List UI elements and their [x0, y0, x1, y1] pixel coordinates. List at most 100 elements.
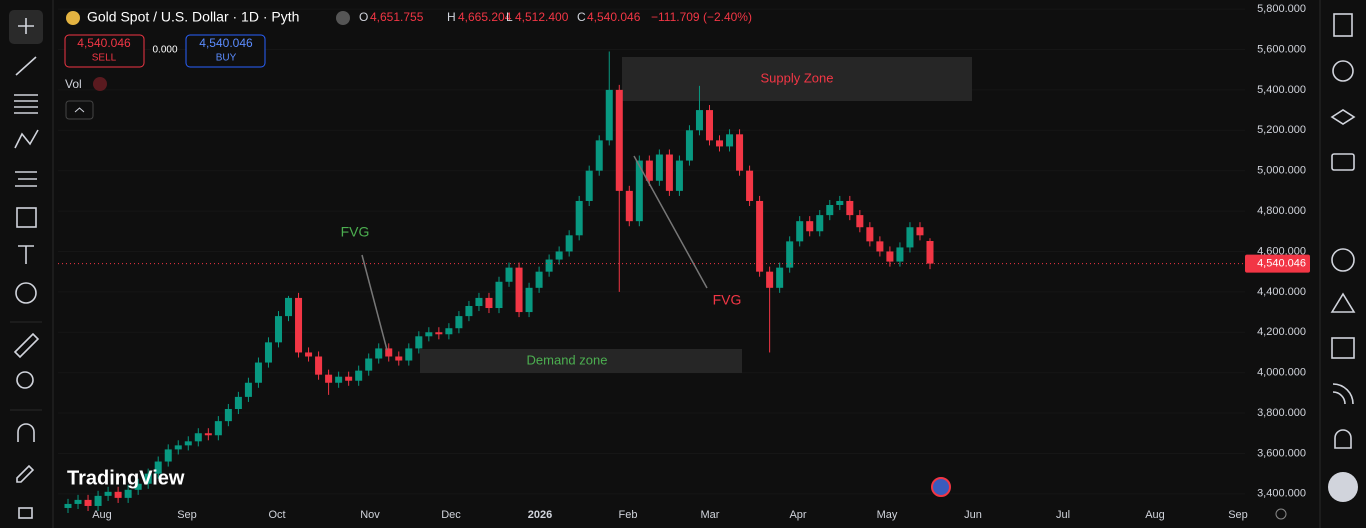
- last-price-box: [1245, 254, 1310, 273]
- fib-icon[interactable]: [14, 94, 38, 114]
- sell-price: 4,540.046: [77, 36, 131, 50]
- pattern-icon[interactable]: [14, 129, 39, 149]
- candle-body: [285, 297, 293, 317]
- open-label: O: [359, 10, 368, 24]
- candle-body: [886, 251, 894, 262]
- trendline-icon[interactable]: [15, 56, 37, 76]
- ideas-icon[interactable]: [1330, 292, 1356, 313]
- x-tick-label: Sep: [1228, 509, 1248, 521]
- y-tick-label: 4,000.000: [1257, 367, 1306, 379]
- y-tick-label: 5,000.000: [1257, 165, 1306, 177]
- candle-body: [254, 362, 262, 383]
- candle-body: [475, 297, 483, 306]
- settings-icon[interactable]: [1275, 508, 1287, 520]
- x-tick-label: May: [877, 509, 898, 521]
- indicator-warning[interactable]: [93, 77, 107, 91]
- x-tick-label: Jul: [1056, 509, 1070, 521]
- zoom-icon[interactable]: [16, 371, 34, 389]
- candle-body: [154, 461, 162, 474]
- ruler-icon[interactable]: [13, 332, 40, 359]
- plot: 3,400.000 3,600.000 3,800.000 4,000.000 4,20…: [58, 0, 1320, 528]
- calendar-icon[interactable]: [1331, 337, 1355, 359]
- shape-icon[interactable]: [16, 207, 37, 228]
- candle-body: [274, 316, 282, 343]
- candle-body: [856, 215, 864, 228]
- candle-body: [545, 259, 553, 272]
- lock-icon[interactable]: [18, 507, 33, 519]
- volume-indicator[interactable]: Vol: [65, 77, 82, 91]
- candle-body: [535, 271, 543, 288]
- candle-body: [385, 348, 393, 357]
- chat-icon[interactable]: [1331, 153, 1355, 171]
- x-tick-label: Oct: [268, 509, 285, 521]
- low-value: 4,512.400: [515, 10, 569, 24]
- candle-body: [565, 235, 573, 252]
- x-tick-label: Apr: [789, 509, 806, 521]
- candle-body: [184, 441, 192, 446]
- open-value: 4,651.755: [370, 10, 424, 24]
- symbol-title[interactable]: Gold Spot / U.S. Dollar · 1D · Pyth: [87, 9, 299, 25]
- hide-button[interactable]: [336, 11, 350, 25]
- fvg-arrow: [633, 155, 708, 289]
- x-tick-label: Dec: [441, 509, 461, 521]
- candle-body: [595, 140, 603, 171]
- y-tick-label: 3,800.000: [1257, 407, 1306, 419]
- candle-body: [134, 483, 142, 490]
- candle-body: [74, 499, 82, 504]
- y-tick-label: 5,400.000: [1257, 84, 1306, 96]
- buy-button[interactable]: [185, 34, 266, 68]
- candle-body: [796, 221, 804, 242]
- more-button[interactable]: [1328, 472, 1358, 502]
- alerts-icon[interactable]: [1332, 60, 1354, 82]
- buy-price: 4,540.046: [199, 36, 253, 50]
- x-tick-label: Jun: [964, 509, 982, 521]
- sell-button[interactable]: [64, 34, 145, 68]
- collapse-button[interactable]: [65, 100, 94, 120]
- watchlist-icon[interactable]: [1333, 13, 1353, 37]
- candle-body: [194, 433, 202, 442]
- high-label: H: [447, 10, 456, 24]
- candle-body: [435, 332, 443, 335]
- emoji-icon[interactable]: [15, 282, 37, 304]
- projection-icon[interactable]: [15, 171, 37, 187]
- candle-body: [355, 370, 363, 381]
- candle-body: [816, 215, 824, 232]
- close-label: C: [577, 10, 586, 24]
- candle-body: [555, 251, 563, 260]
- candle-body: [84, 499, 92, 506]
- draw-mode-icon[interactable]: [16, 464, 35, 483]
- fvg-label: FVG: [341, 224, 370, 240]
- x-tick-label: 2026: [528, 509, 552, 521]
- candle-body: [605, 89, 613, 141]
- candle-body: [525, 287, 533, 313]
- target-icon[interactable]: [1331, 248, 1355, 272]
- y-tick-label: 4,600.000: [1257, 245, 1306, 257]
- crosshair-icon[interactable]: [18, 18, 34, 34]
- left-toolbar: [0, 0, 54, 528]
- fvg-label: FVG: [713, 292, 742, 308]
- candle-body: [585, 170, 593, 201]
- candle-body: [575, 200, 583, 236]
- magnet-icon[interactable]: [17, 423, 35, 442]
- high-value: 4,665.204: [458, 10, 512, 24]
- candle-body: [906, 227, 914, 248]
- candle-body: [395, 356, 403, 361]
- candle-body: [214, 421, 222, 436]
- y-tick-label: 4,200.000: [1257, 326, 1306, 338]
- candle-body: [315, 356, 323, 375]
- event-flag[interactable]: [931, 477, 951, 497]
- candle-body: [826, 205, 834, 216]
- layers-icon[interactable]: [1330, 109, 1356, 125]
- last-price-label: 4,540.046: [1257, 257, 1306, 269]
- candle-body: [174, 445, 182, 450]
- candle-body: [776, 267, 784, 288]
- y-tick-label: 5,200.000: [1257, 124, 1306, 136]
- candle-body: [625, 190, 633, 222]
- candle-body: [866, 227, 874, 242]
- streams-icon[interactable]: [1332, 383, 1354, 405]
- candle-body: [204, 433, 212, 436]
- notifications-icon[interactable]: [1334, 429, 1352, 449]
- text-icon[interactable]: [18, 245, 34, 264]
